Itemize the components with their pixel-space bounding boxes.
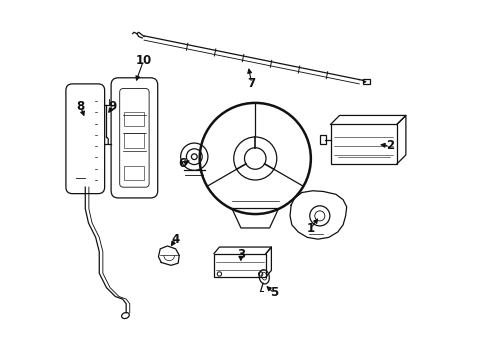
Text: 3: 3 xyxy=(236,248,244,261)
Text: 6: 6 xyxy=(178,157,186,170)
Text: 4: 4 xyxy=(171,233,180,246)
Bar xyxy=(214,253,265,277)
Text: 9: 9 xyxy=(108,100,117,113)
Bar xyxy=(319,135,325,144)
Text: 10: 10 xyxy=(135,54,151,67)
Text: 2: 2 xyxy=(385,139,393,152)
Text: 7: 7 xyxy=(247,77,255,90)
Bar xyxy=(363,79,369,84)
Text: 1: 1 xyxy=(306,222,314,235)
Text: 8: 8 xyxy=(76,100,84,113)
Bar xyxy=(330,125,396,164)
Text: 5: 5 xyxy=(269,287,278,300)
